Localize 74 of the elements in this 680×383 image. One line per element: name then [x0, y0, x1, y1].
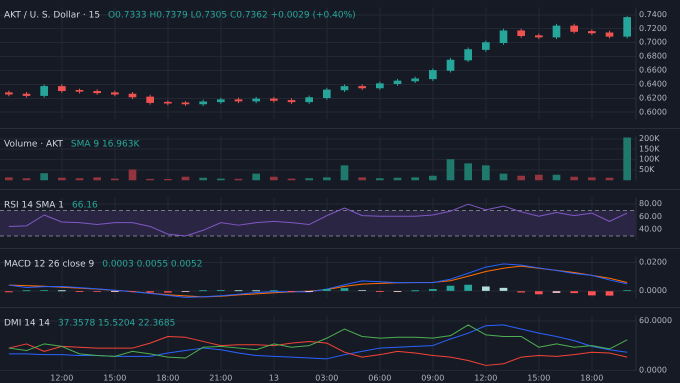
chart-subtitle: 37.3578 15.5204 22.3685	[58, 318, 176, 329]
y-tick-label: 150K	[639, 144, 660, 154]
x-tick-label: 15:00	[103, 373, 126, 382]
bar	[552, 174, 560, 180]
chart-subtitle: O0.7333 H0.7379 L0.7305 C0.7362 +0.0029 (+0.40%)	[108, 10, 356, 21]
candlestick	[40, 84, 48, 98]
candlestick	[429, 68, 437, 82]
chart-subtitle: 66.16	[72, 200, 98, 211]
y-tick-label: 0.0200	[639, 258, 667, 267]
bar	[517, 176, 525, 180]
x-tick-label: 12:00	[474, 373, 498, 382]
bar	[588, 291, 596, 296]
y-tick-label: 0.0000	[639, 286, 667, 296]
y-tick-label: 0.6800	[639, 52, 667, 61]
candlestick	[146, 94, 154, 106]
bar	[500, 288, 508, 291]
y-tick-label: 0.7200	[639, 24, 667, 33]
y-tick-label: 0.6200	[639, 93, 667, 102]
candlestick	[623, 16, 631, 39]
bar	[535, 174, 543, 180]
y-tick-label: 0.6400	[639, 79, 667, 88]
y-tick-label: 40.00	[639, 224, 662, 234]
y-tick-label: 200K	[639, 134, 660, 143]
bar	[252, 174, 260, 180]
bar	[182, 176, 190, 180]
x-tick-label: 06:00	[368, 373, 392, 382]
candlestick	[517, 28, 525, 38]
bar	[464, 163, 472, 180]
bar	[340, 288, 348, 291]
x-tick-label: 13	[268, 373, 279, 382]
chart-title: Volume · AKT	[4, 140, 64, 150]
bar	[535, 291, 543, 294]
chart-subtitle: 0.0003 0.0055 0.0052	[102, 260, 202, 270]
candlestick	[323, 87, 331, 100]
y-tick-label: 60.00	[639, 212, 662, 221]
chart-title: AKT / U. S. Dollar · 15	[4, 10, 100, 21]
y-tick-label: 0.7000	[639, 38, 667, 47]
bar	[446, 286, 454, 291]
y-tick-label: 0.7400	[639, 10, 667, 19]
bar	[606, 291, 614, 296]
bar	[500, 174, 508, 180]
candlestick	[570, 23, 578, 34]
chart-title: MACD 12 26 close 9	[4, 260, 95, 270]
y-tick-label: 0.6600	[639, 66, 667, 75]
x-tick-label: 21:00	[209, 373, 232, 382]
chart-subtitle: SMA 9 16.963K	[70, 140, 140, 150]
bar	[340, 165, 348, 180]
bar	[128, 170, 136, 180]
y-tick-label: 60.0000	[639, 316, 672, 325]
x-tick-label: 12:00	[50, 373, 74, 382]
x-tick-label: 18:00	[156, 373, 180, 382]
x-tick-label: 15:00	[527, 373, 550, 382]
y-tick-label: 80.00	[639, 199, 662, 208]
y-tick-label: 100K	[639, 154, 660, 164]
bar	[482, 286, 490, 291]
x-tick-label: 09:00	[421, 373, 444, 382]
bar	[446, 159, 454, 180]
y-tick-label: 50K	[639, 164, 656, 174]
chart-title: RSI 14 SMA 1	[4, 200, 64, 211]
candlestick	[500, 28, 508, 46]
bar	[429, 176, 437, 180]
chart-title: DMI 14 14	[4, 318, 50, 329]
candlestick	[464, 46, 472, 63]
y-tick-label: 0.0000	[639, 365, 667, 374]
bar	[40, 173, 48, 180]
candlestick	[446, 57, 454, 74]
bar	[482, 165, 490, 180]
bar	[464, 284, 472, 291]
candlestick	[482, 40, 490, 52]
bar	[623, 138, 631, 180]
candlestick	[552, 23, 560, 40]
x-tick-label: 18:00	[580, 373, 604, 382]
x-tick-label: 03:00	[315, 373, 338, 382]
y-tick-label: 0.6000	[639, 107, 667, 116]
